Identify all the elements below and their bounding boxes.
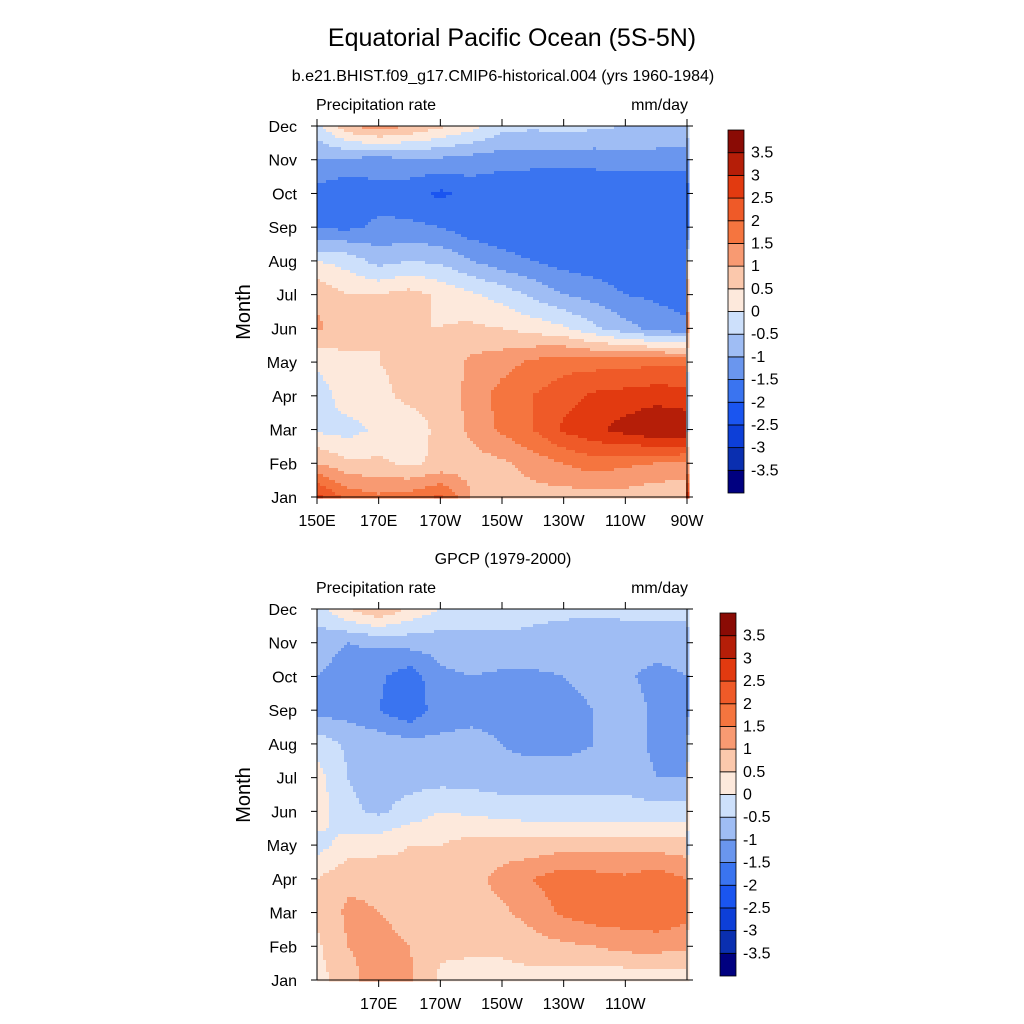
model-y-axis-label: Month [233, 284, 255, 340]
model-left-string: Precipitation rate [316, 97, 436, 114]
heatmap-cells [317, 126, 690, 499]
model-units-label: mm/day [631, 97, 688, 114]
model-heatmap: JanFebMarAprMayJunJulAugSepOctNovDec150E… [267, 119, 705, 530]
figure-title: Equatorial Pacific Ocean (5S-5N) [328, 24, 696, 52]
model-panel: b.e21.BHIST.f09_g17.CMIP6-historical.004… [233, 68, 714, 530]
model-panel-title: b.e21.BHIST.f09_g17.CMIP6-historical.004… [292, 68, 714, 85]
